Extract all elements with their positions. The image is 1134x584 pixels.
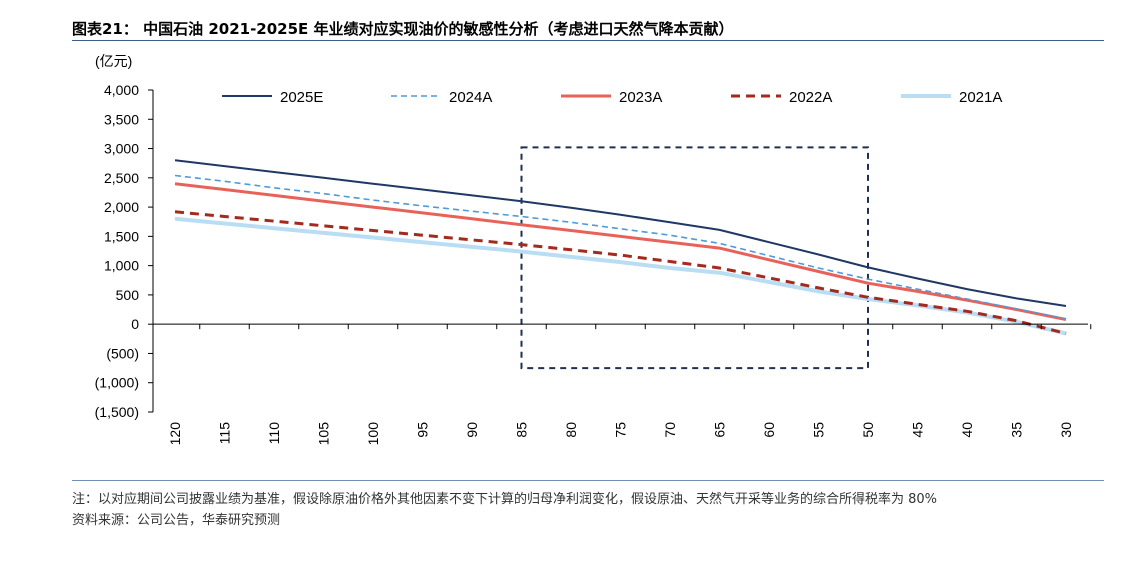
data-source: 资料来源：公司公告，华泰研究预测 [72,513,281,528]
x-tick-label: 85 [514,422,530,438]
x-tick-label: 100 [365,422,381,446]
y-tick-label: 1,000 [104,258,139,274]
y-tick-label: 2,000 [104,199,139,215]
y-tick-label: 1,500 [104,228,139,244]
legend-label-2023a: 2023A [619,89,662,106]
y-tick-label: 500 [116,287,140,303]
x-tick-label: 60 [761,422,777,438]
x-tick-label: 110 [266,422,282,445]
y-tick-label: (500) [106,345,139,361]
chart-title: 图表21： 中国石油 2021-2025E 年业绩对应实现油价的敏感性分析（考虑… [72,20,734,38]
legend-label-2022a: 2022A [789,89,832,106]
x-tick-label: 80 [563,422,579,438]
x-tick-label: 40 [959,422,975,438]
x-tick-label: 35 [1009,422,1025,438]
x-tick-label: 30 [1058,422,1074,438]
x-tick-label: 75 [613,422,629,438]
legend-label-2021a: 2021A [959,89,1002,106]
y-tick-label: 3,500 [104,111,139,127]
x-tick-label: 90 [464,422,480,438]
y-tick-label: 0 [131,316,139,332]
x-tick-label: 120 [167,422,183,446]
x-tick-label: 65 [712,422,728,438]
x-tick-label: 95 [415,422,431,438]
x-tick-label: 105 [316,422,332,446]
highlight-box [520,146,869,370]
series-line-2024a [174,174,1067,320]
x-tick-label: 115 [217,422,233,445]
title-rule [72,40,1104,41]
chart-note: 注：以对应期间公司披露业绩为基准，假设除原油价格外其他因素不变下计算的归母净利润… [72,492,938,507]
series-line-2023a [174,182,1067,321]
y-tick-label: (1,000) [95,375,139,391]
series-line-2021a [174,216,1067,336]
footer-rule [72,480,1104,481]
y-tick-label: 2,500 [104,170,139,186]
x-tick-label: 70 [662,422,678,438]
legend-label-2024a: 2024A [449,89,492,106]
sensitivity-line-chart: (亿元) 4,000 3,500 3,000 2,500 2,000 1,500 1,000… [95,53,1092,446]
x-tick-label: 50 [860,422,876,438]
x-tick-label: 55 [811,422,827,438]
y-tick-label: 4,000 [104,82,139,98]
y-tick-label: 3,000 [104,141,139,157]
x-tick-label: 45 [910,422,926,438]
y-tick-label: (1,500) [95,404,139,420]
y-axis-unit-label: (亿元) [95,53,132,69]
series-line-2025e [174,159,1067,307]
legend-label-2025e: 2025E [280,89,323,106]
